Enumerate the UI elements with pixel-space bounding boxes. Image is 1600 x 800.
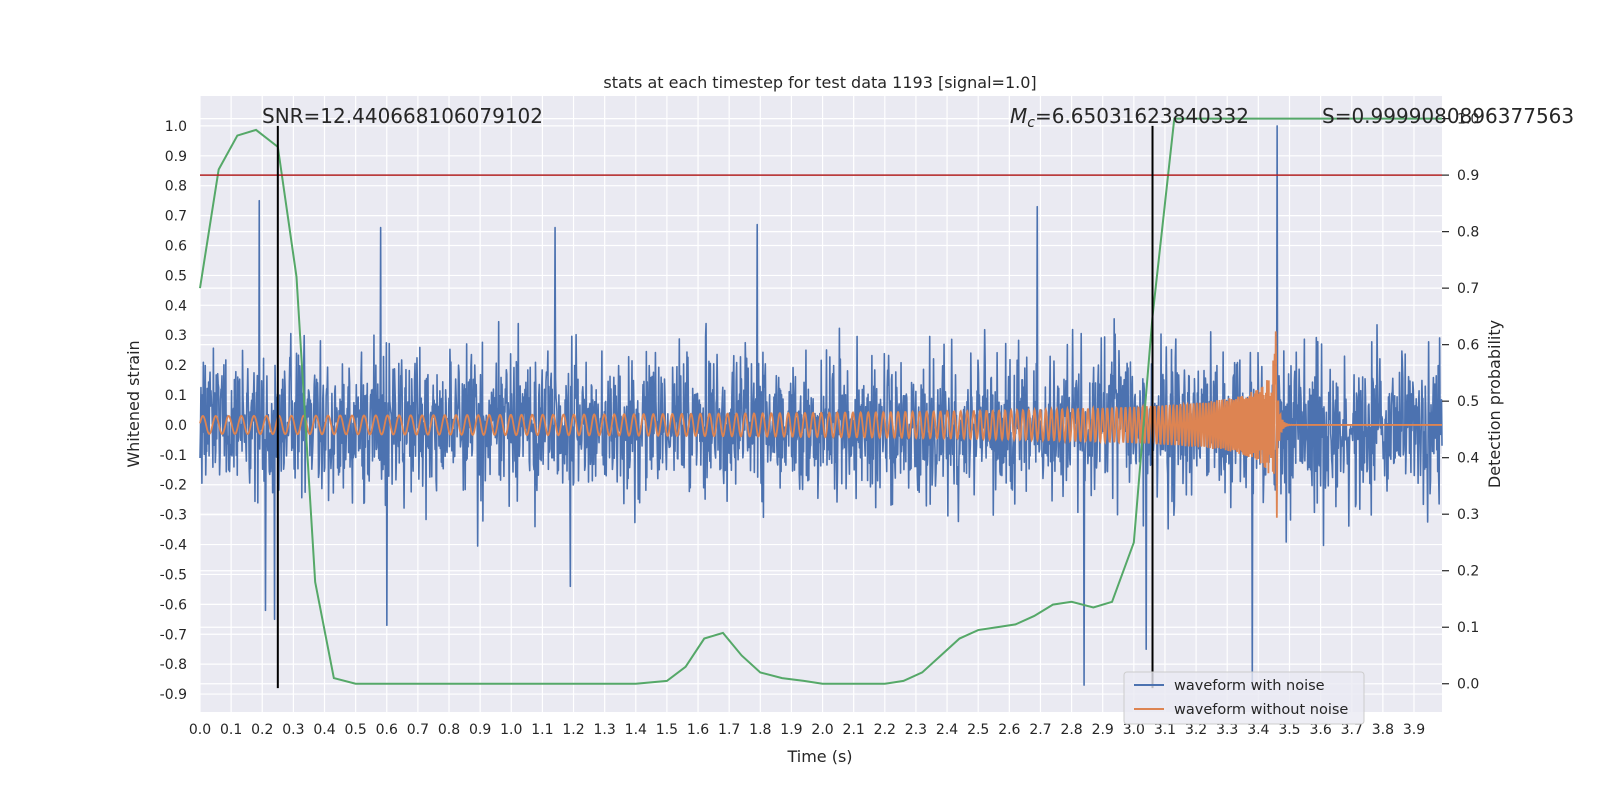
chirp-mass-annotation: Mc=6.65031623840332 [1010,104,1249,131]
y-tick-label: -0.4 [160,538,187,554]
y-tick-label: -0.9 [160,687,187,703]
x-tick-label: 3.7 [1341,722,1363,738]
series-waveform-without-noise [199,331,1442,518]
right-axis-ticks: 0.0 0.1 0.2 0.3 0.4 0.5 0.6 0.7 0.8 0.9 1.0 [1442,112,1479,693]
chart-title: stats at each timestep for test data 119… [603,73,1036,92]
x-tick-label: 3.2 [1185,722,1207,738]
x-tick-label: 2.5 [967,722,989,738]
x-tick-label: 0.1 [220,722,242,738]
y-tick-label: 0.4 [165,298,187,314]
y-tick-label: 0.7 [165,209,187,225]
x-tick-label: 1.7 [718,722,740,738]
x-tick-label: 0.9 [469,722,491,738]
marker-lines [200,125,1442,689]
y-tick-label: 0.6 [165,239,187,255]
x-tick-label: 3.0 [1123,722,1145,738]
s-annotation: S=0.9999080896377563 [1322,104,1574,128]
y-tick-label: 0.8 [165,179,187,195]
x-tick-label: 0.6 [376,722,398,738]
chirp-line [199,331,1442,518]
x-tick-label: 1.2 [562,722,584,738]
x-axis-label: Time (s) [786,747,852,766]
x-tick-label: 3.3 [1216,722,1238,738]
x-tick-label: 1.0 [500,722,522,738]
y-tick-label: -0.8 [160,657,187,673]
right-tick-label: 0.4 [1457,451,1479,467]
x-tick-label: 1.6 [687,722,709,738]
x-tick-label: 1.4 [625,722,647,738]
x-tick-label: 2.4 [936,722,958,738]
right-tick-label: 0.6 [1457,338,1479,354]
x-tick-label: 0.8 [438,722,460,738]
x-tick-label: 3.5 [1278,722,1300,738]
y-tick-label: 0.0 [165,418,187,434]
y-tick-label: 0.5 [165,268,187,284]
x-tick-label: 1.3 [594,722,616,738]
probability-line [199,117,1442,685]
right-tick-label: 0.7 [1457,281,1479,297]
y-tick-label: 0.9 [165,149,187,165]
x-tick-label: 3.4 [1247,722,1269,738]
x-tick-label: 2.0 [811,722,833,738]
legend-label-noise: waveform with noise [1174,678,1325,694]
snr-annotation: SNR=12.440668106079102 [262,104,543,128]
y-tick-label: -0.7 [160,627,187,643]
x-tick-label: 1.9 [780,722,802,738]
right-tick-label: 0.8 [1457,225,1479,241]
x-tick-label: 1.8 [749,722,771,738]
y-tick-label: 0.1 [165,388,187,404]
x-tick-label: 2.3 [905,722,927,738]
x-tick-label: 1.5 [656,722,678,738]
right-axis-label: Detection probability [1485,320,1504,488]
x-tick-label: 0.5 [345,722,367,738]
y-tick-label: -0.3 [160,508,187,524]
x-axis-ticks: 0.0 0.1 0.2 0.3 0.4 0.5 0.6 0.7 0.8 0.9 1.0 1.1 1.2 1… [189,722,1425,738]
x-tick-label: 1.1 [531,722,553,738]
x-tick-label: 3.1 [1154,722,1176,738]
series-detection-probability [199,117,1442,685]
x-tick-label: 2.8 [1060,722,1082,738]
x-tick-label: 2.2 [874,722,896,738]
right-tick-label: 1.0 [1457,112,1479,128]
legend: waveform with noise waveform without noi… [1123,671,1365,725]
y-tick-label: -0.2 [160,478,187,494]
y-axis-label: Whitened strain [124,340,143,467]
y-tick-label: 1.0 [165,119,187,135]
right-tick-label: 0.3 [1457,507,1479,523]
x-tick-label: 0.3 [282,722,304,738]
x-tick-label: 0.2 [251,722,273,738]
y-tick-label: -0.6 [160,597,187,613]
x-tick-label: 0.7 [407,722,429,738]
y-tick-label: 0.3 [165,328,187,344]
y-tick-label: 0.2 [165,358,187,374]
x-tick-label: 3.8 [1372,722,1394,738]
right-tick-label: 0.0 [1457,677,1479,693]
y-axis-ticks: -0.9 -0.8 -0.7 -0.6 -0.5 -0.4 -0.3 -0.2 -0.1 0.0 0… [160,119,187,703]
legend-label-clean: waveform without noise [1174,702,1348,718]
right-tick-label: 0.5 [1457,394,1479,410]
x-tick-label: 2.6 [998,722,1020,738]
x-tick-label: 3.9 [1403,722,1425,738]
x-tick-label: 0.4 [313,722,335,738]
right-tick-label: 0.2 [1457,564,1479,580]
right-tick-label: 0.9 [1457,168,1479,184]
x-tick-label: 3.6 [1309,722,1331,738]
right-tick-label: 0.1 [1457,620,1479,636]
y-tick-label: -0.1 [160,448,187,464]
x-tick-label: 2.9 [1092,722,1114,738]
x-tick-label: 0.0 [189,722,211,738]
x-tick-label: 2.7 [1029,722,1051,738]
y-tick-label: -0.5 [160,567,187,583]
x-tick-label: 2.1 [843,722,865,738]
